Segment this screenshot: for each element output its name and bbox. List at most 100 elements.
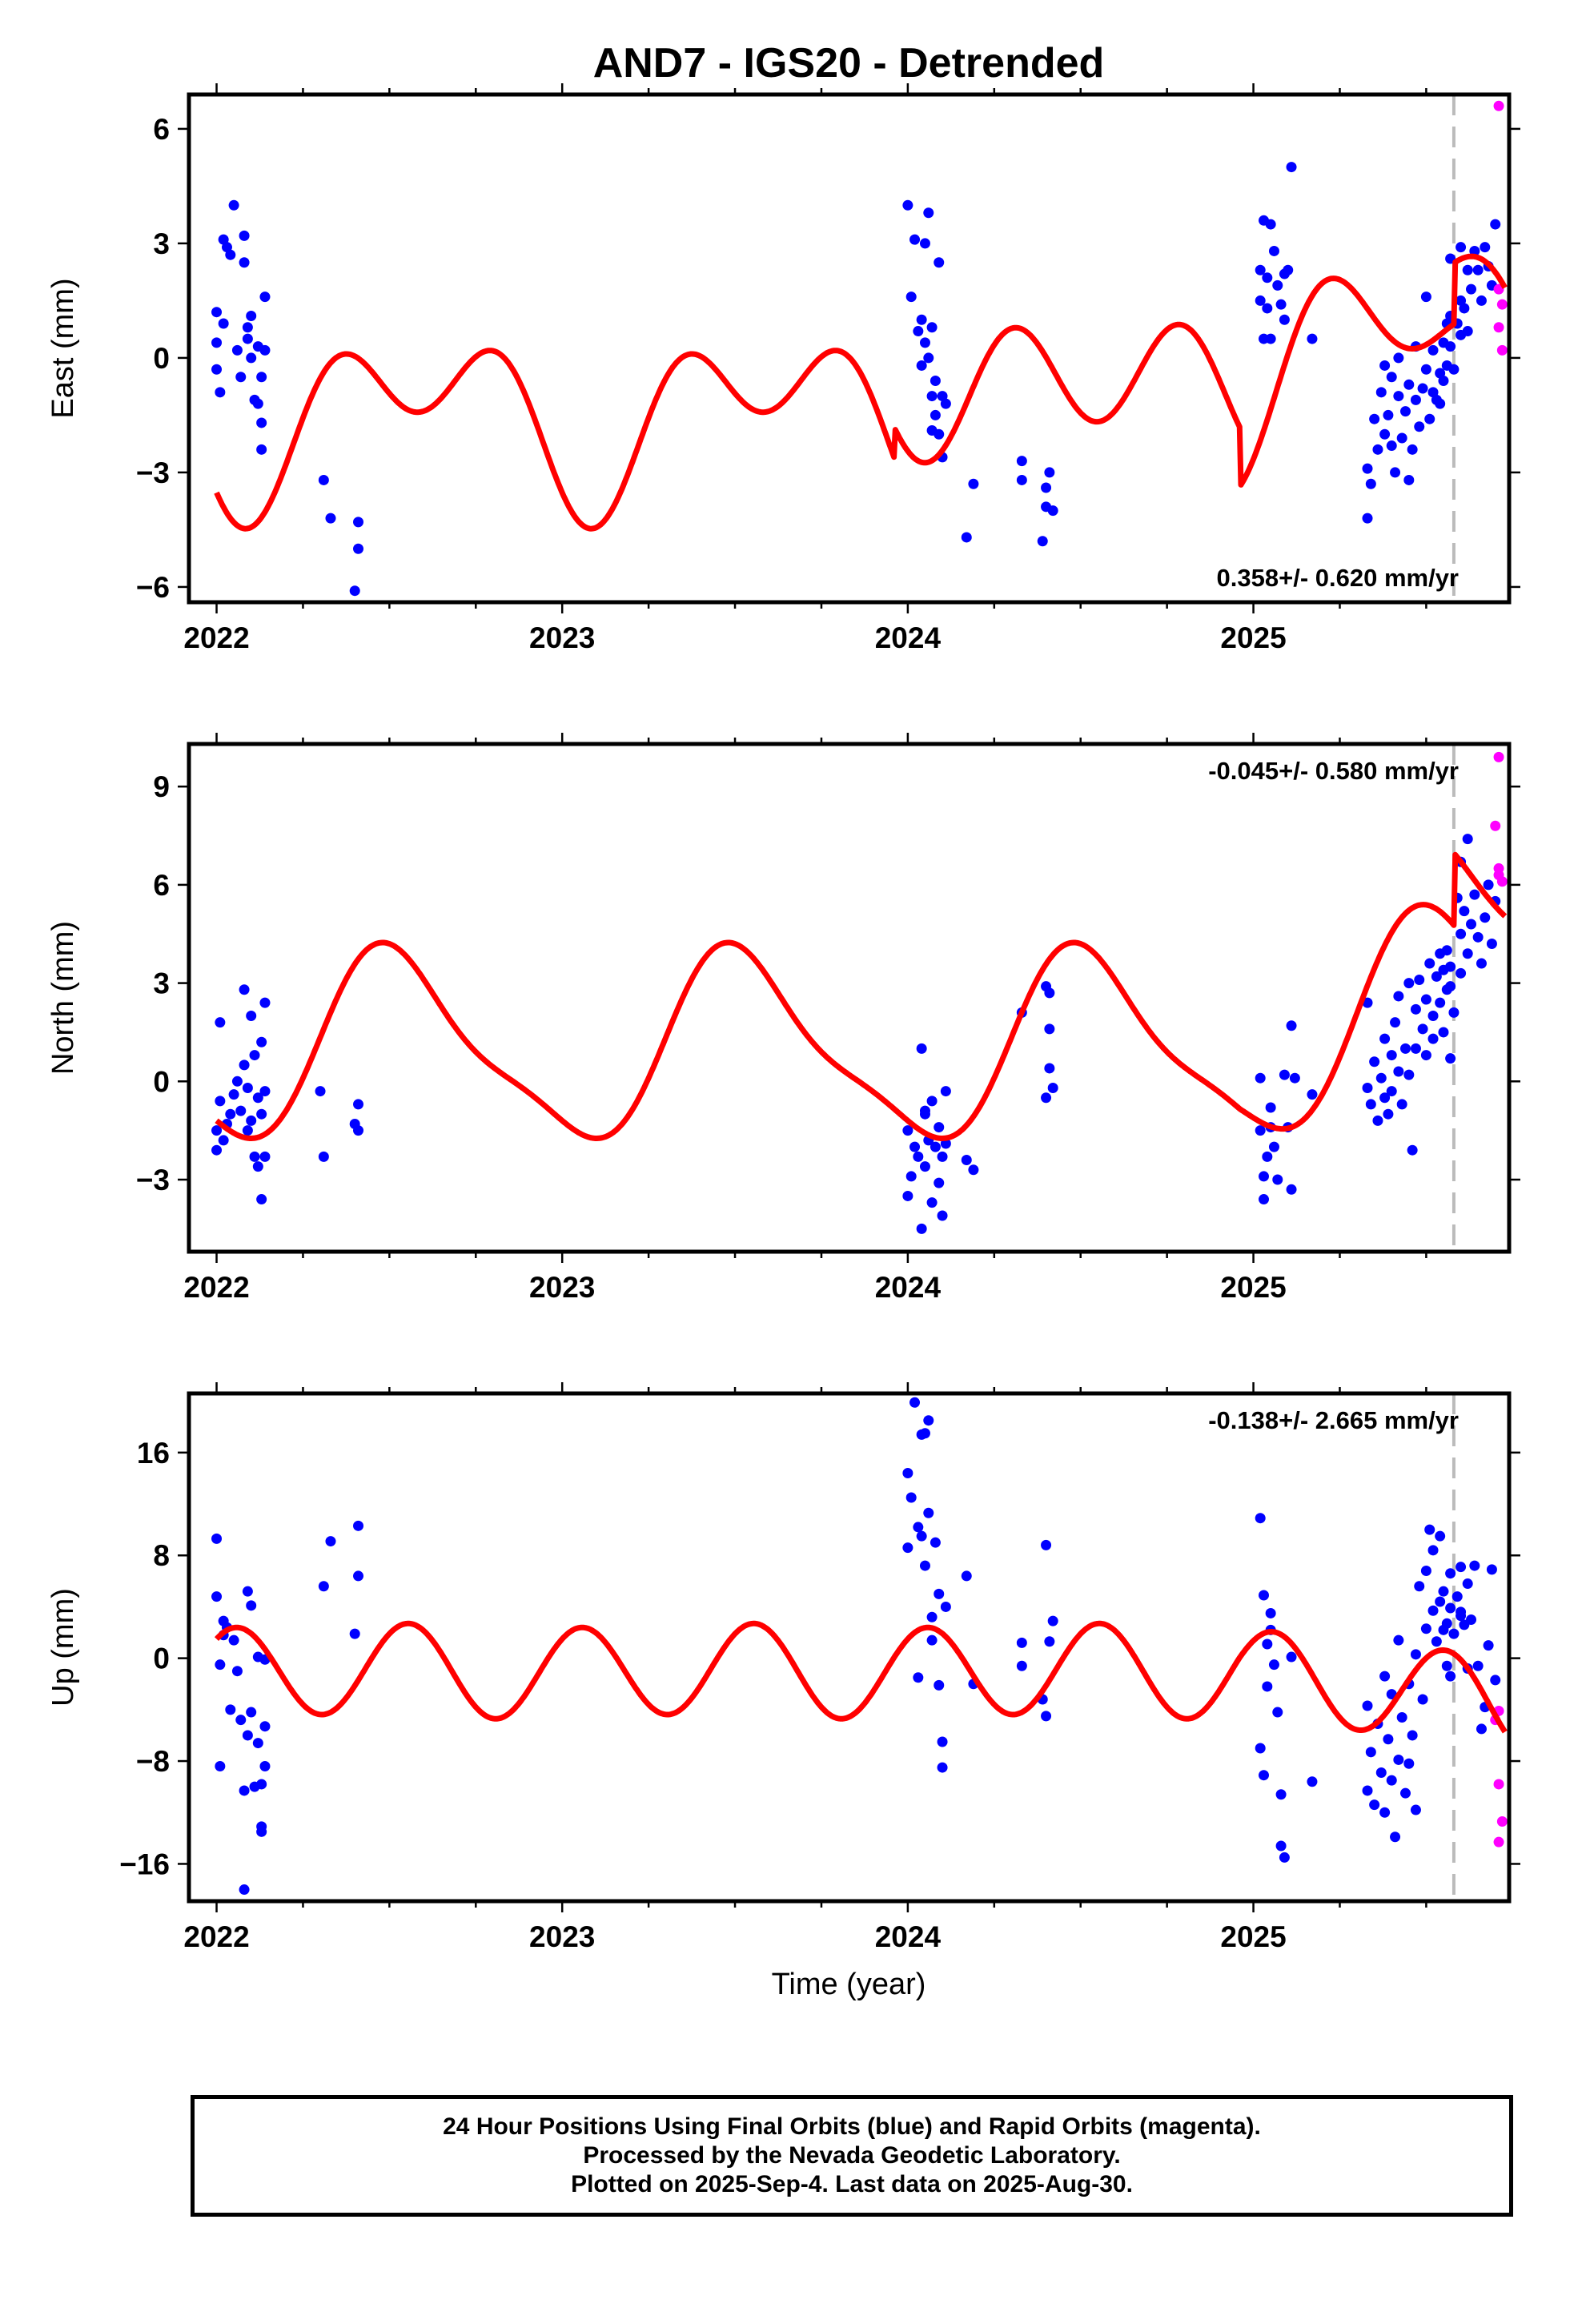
final-orbit-point [1379, 1092, 1391, 1104]
final-orbit-point [239, 230, 250, 241]
final-orbit-point [1427, 1605, 1439, 1616]
final-orbit-point [926, 1096, 938, 1107]
final-orbit-point [1369, 413, 1380, 424]
final-orbit-point [246, 1707, 257, 1718]
final-orbit-point [249, 1050, 260, 1061]
final-orbit-point [905, 1492, 917, 1503]
final-orbit-point [1262, 1681, 1273, 1692]
x-axis-label: Time (year) [772, 1968, 926, 2001]
final-orbit-point [1420, 1623, 1431, 1634]
final-orbit-point [1262, 1151, 1273, 1162]
final-orbit-point [1037, 536, 1048, 547]
final-orbit-point [926, 391, 938, 402]
final-orbit-point [259, 1760, 271, 1771]
y-tick-label: 9 [153, 770, 170, 803]
final-orbit-point [1275, 1789, 1287, 1800]
final-orbit-point [1362, 1785, 1373, 1796]
x-tick-label: 2025 [1220, 1271, 1286, 1304]
final-orbit-point [1262, 303, 1273, 314]
final-orbit-point [930, 409, 941, 420]
final-orbit-point [349, 1628, 360, 1639]
final-orbit-point [256, 444, 267, 455]
final-orbit-point [1016, 1660, 1027, 1671]
final-orbit-point [256, 1826, 267, 1837]
y-tick-label: 0 [153, 1065, 170, 1098]
final-orbit-point [1445, 961, 1456, 972]
final-orbit-point [1414, 975, 1425, 986]
final-orbit-point [1259, 1194, 1270, 1205]
final-orbit-point [1476, 958, 1487, 969]
x-tick-label: 2023 [529, 621, 595, 654]
final-orbit-point [1255, 1743, 1266, 1754]
final-orbit-point [1399, 1787, 1411, 1799]
final-orbit-point [218, 318, 229, 329]
final-orbit-point [256, 417, 267, 428]
final-orbit-point [909, 1141, 921, 1152]
final-orbit-point [913, 1522, 924, 1533]
y-tick-label: 16 [137, 1437, 170, 1470]
final-orbit-point [239, 1884, 250, 1896]
final-orbit-point [1414, 1581, 1425, 1592]
final-orbit-point [1379, 428, 1391, 440]
final-orbit-point [242, 322, 253, 333]
final-orbit-point [902, 1542, 913, 1554]
plot-area-north [211, 744, 1508, 1252]
final-orbit-point [353, 1520, 364, 1531]
final-orbit-point [1044, 1063, 1055, 1074]
y-tick-label: 0 [153, 1642, 170, 1675]
final-orbit-point [1393, 991, 1404, 1002]
final-orbit-point [1456, 1562, 1467, 1573]
final-orbit-point [1268, 1659, 1279, 1671]
final-orbit-point [318, 474, 329, 485]
final-orbit-point [252, 398, 263, 409]
footer-line-2: Processed by the Nevada Geodetic Laborat… [583, 2142, 1121, 2169]
final-orbit-point [937, 1210, 948, 1221]
final-orbit-point [919, 1161, 930, 1172]
final-orbit-point [930, 1537, 941, 1548]
final-orbit-point [1469, 1560, 1480, 1571]
final-orbit-point [1390, 1831, 1401, 1843]
y-tick-label: 6 [153, 869, 170, 902]
final-orbit-point [1410, 1043, 1421, 1054]
footer-caption: 24 Hour Positions Using Final Orbits (bl… [191, 2095, 1513, 2217]
final-orbit-point [211, 307, 223, 318]
y-tick-label: −8 [136, 1745, 170, 1778]
final-orbit-point [1255, 264, 1266, 275]
final-orbit-point [349, 585, 360, 597]
final-orbit-point [968, 478, 979, 489]
final-orbit-point [1044, 467, 1055, 478]
final-orbit-point [1456, 1606, 1467, 1618]
final-orbit-point [1383, 409, 1394, 420]
final-orbit-point [252, 1161, 263, 1172]
final-orbit-point [256, 372, 267, 383]
final-orbit-point [1448, 1007, 1460, 1018]
final-orbit-point [1472, 264, 1484, 275]
rapid-orbit-point [1493, 862, 1504, 874]
final-orbit-point [1417, 383, 1428, 394]
final-orbit-point [1435, 398, 1446, 409]
rapid-orbit-point [1496, 344, 1508, 356]
final-orbit-point [909, 234, 921, 245]
final-orbit-point [246, 1115, 257, 1126]
final-orbit-point [256, 1194, 267, 1205]
final-orbit-point [1259, 1770, 1270, 1781]
final-orbit-point [1393, 1634, 1404, 1646]
final-orbit-point [252, 1092, 263, 1104]
final-orbit-point [1362, 513, 1373, 524]
y-tick-label: −6 [136, 571, 170, 604]
panels: 2022 2023 2024 2025 −6 −3 0 3 6 East (mm) 0.358+/-… [46, 83, 1520, 1953]
final-orbit-point [1456, 967, 1467, 979]
final-orbit-point [1283, 264, 1294, 275]
final-orbit-point [256, 1036, 267, 1047]
final-orbit-point [1386, 1086, 1397, 1097]
final-orbit-point [926, 1197, 938, 1208]
final-orbit-point [1393, 391, 1404, 402]
panel-frame [187, 1391, 1512, 1904]
final-orbit-point [353, 1099, 364, 1110]
final-orbit-point [1362, 1700, 1373, 1711]
final-orbit-point [1459, 303, 1470, 314]
final-orbit-point [1365, 1747, 1376, 1758]
final-orbit-point [215, 1760, 226, 1771]
final-orbit-point [1435, 1530, 1446, 1542]
final-orbit-point [1448, 364, 1460, 375]
